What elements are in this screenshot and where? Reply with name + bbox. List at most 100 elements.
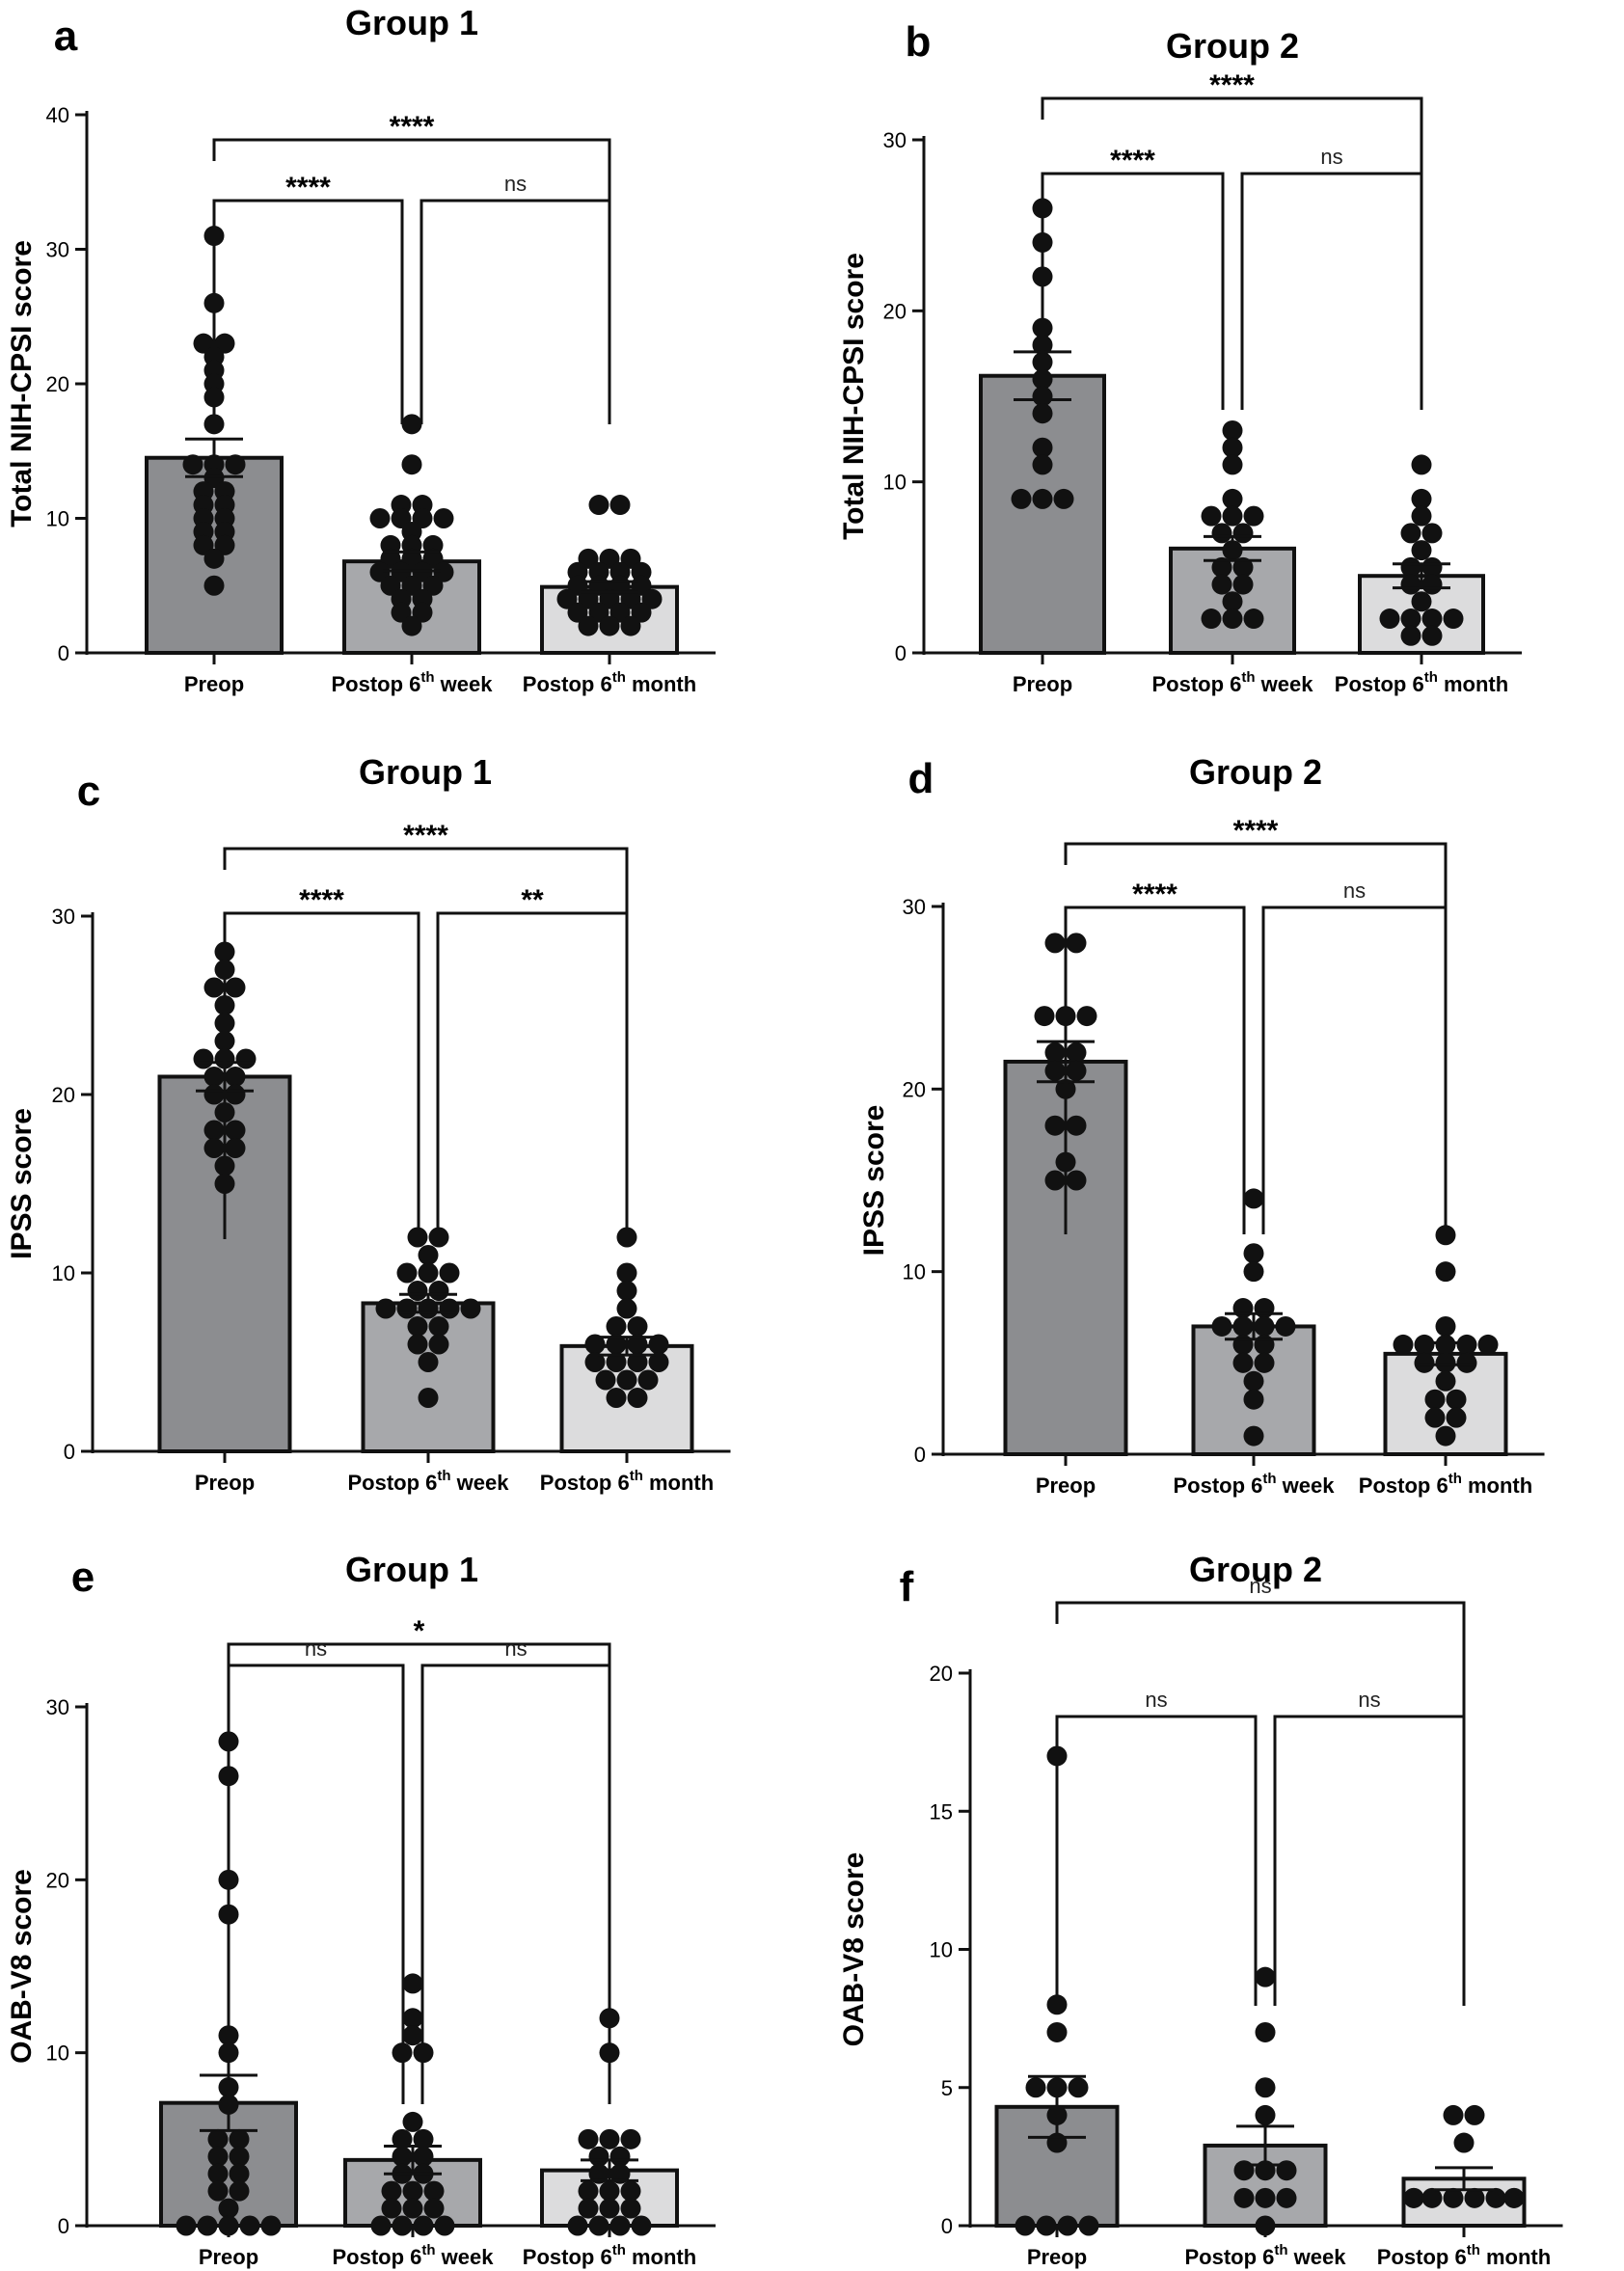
data-point [627,1352,648,1372]
y-tick-label: 10 [52,1261,75,1285]
significance-label: **** [403,820,448,852]
data-point [418,1262,439,1284]
panel-c: c Group 1 IPSS score 0 10 20 30 Preop Postop 6th… [6,752,731,1495]
category-label: Postop 6th week [1151,669,1313,696]
data-point [1233,2187,1255,2208]
data-point [413,2128,434,2149]
data-point [1435,1225,1456,1246]
category-label: Preop [184,672,244,696]
data-point [1243,608,1264,630]
y-tick-label: 20 [883,299,907,323]
data-point [1446,1407,1467,1428]
data-point [381,2198,402,2219]
data-point [225,1084,246,1105]
data-point [229,2163,250,2184]
data-point [584,1352,606,1372]
data-point [1211,1315,1232,1337]
data-point [1243,1370,1264,1392]
data-point [218,2198,239,2219]
significance-bracket [212,199,404,424]
data-point [1379,608,1400,630]
data-point [225,1067,246,1087]
y-tick-label: 30 [46,1695,69,1719]
data-point [1255,2021,1276,2042]
data-point [1232,1315,1254,1337]
data-point [1201,608,1222,630]
significance-label: **** [390,111,435,143]
significance-bracket [223,911,420,1239]
y-tick-label: 30 [903,895,926,919]
significance-label: ns [1145,1688,1167,1712]
data-point [1232,1352,1254,1373]
y-tick-label: 10 [903,1260,926,1284]
data-point [1222,437,1243,458]
data-point [609,2163,631,2184]
data-point [1243,1389,1264,1410]
data-point [401,414,422,435]
significance-bracket [1055,1601,1466,1717]
y-tick-label: 20 [930,1662,953,1686]
data-point [588,2146,609,2167]
category-label: Preop [195,1471,255,1495]
significance-label: **** [1110,145,1155,176]
data-point [627,1334,648,1355]
data-point [1435,1370,1456,1392]
data-point [620,2180,641,2202]
data-point [1032,403,1053,424]
data-point [407,1334,428,1355]
data-point [423,2180,445,2202]
y-tick-label: 0 [58,2214,69,2238]
data-point [439,1298,460,1319]
data-point [1076,1006,1097,1027]
data-point [616,1262,637,1284]
data-point [1421,556,1443,578]
data-point [1232,1334,1254,1355]
panel-letter: e [71,1554,95,1601]
data-point [1011,488,1032,509]
bar-3 [559,1343,694,1453]
data-point [1211,523,1232,544]
data-point [606,1316,627,1337]
significance-bracket [227,1663,405,2104]
significance-label: **** [1132,879,1177,910]
data-point [1453,2132,1475,2153]
data-point [407,1316,428,1337]
data-point [1243,505,1264,527]
data-point [225,1120,246,1141]
significance-bracket [1273,1715,1466,2006]
y-tick-label: 30 [883,128,907,152]
data-point [418,1352,439,1372]
data-point [396,1262,418,1284]
data-point [1243,1425,1264,1446]
data-point [1400,556,1421,578]
data-point [1276,2187,1297,2208]
category-label: Postop 6th month [1377,2242,1551,2269]
data-point [1435,1315,1456,1337]
panel-letter: c [77,768,100,815]
significance-label: ns [305,1636,327,1661]
data-point [1255,2077,1276,2098]
data-point [1414,1352,1435,1373]
chart-title: Group 2 [1189,1550,1322,1589]
data-point [1032,488,1053,509]
data-point [1222,419,1243,441]
data-point [225,454,246,475]
data-point [1503,2187,1525,2208]
data-point [1032,437,1053,458]
data-point [428,1334,449,1355]
data-point [606,1334,627,1355]
y-tick-label: 10 [46,507,69,531]
significance-bracket [420,199,611,424]
data-point [584,1334,606,1355]
data-point [616,1369,637,1391]
data-point [599,615,620,636]
category-label: Postop 6th month [1359,1471,1532,1498]
y-tick-label: 20 [52,1083,75,1107]
panel-letter: a [54,13,78,60]
data-point [203,1138,225,1158]
category-label: Preop [1027,2245,1087,2269]
significance-bracket [223,847,629,913]
y-tick-label: 10 [46,2041,69,2066]
panel-f: f Group 2 OAB-V8 score 0 5 10 15 20 Preop Postop … [838,1550,1563,2269]
data-point [428,1316,449,1337]
